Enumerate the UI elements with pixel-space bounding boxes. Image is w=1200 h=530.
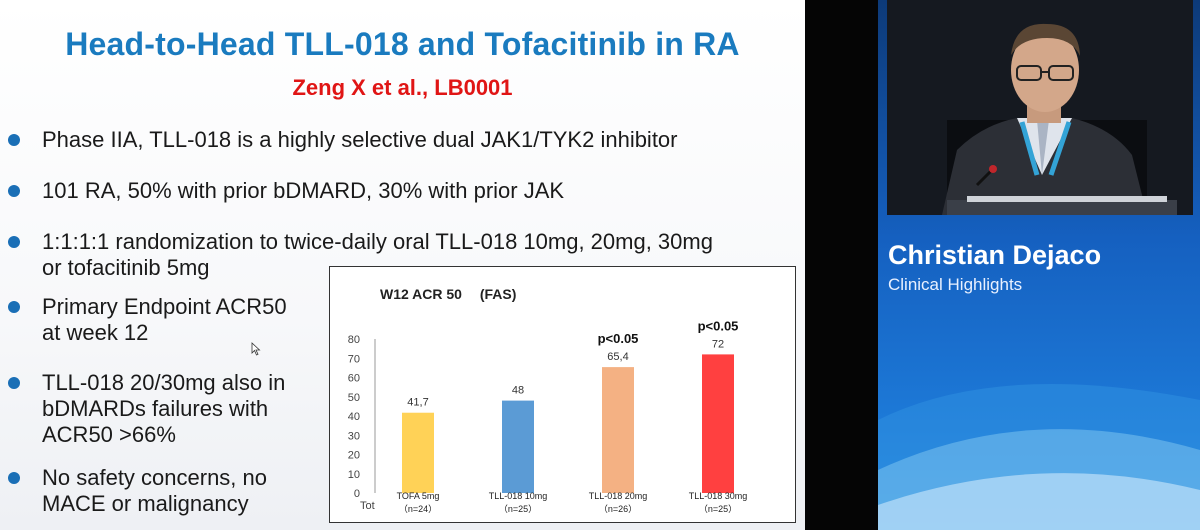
speaker-video [887, 0, 1193, 215]
x-category-label: TLL-018 20mg [589, 491, 648, 501]
y-tick-label: 40 [348, 411, 360, 423]
x-n-label: （n=25） [699, 504, 737, 514]
y-tick-label: 80 [348, 334, 360, 346]
decorative-wave [878, 384, 1200, 530]
x-category-label: TOFA 5mg [397, 491, 440, 501]
x-n-label: （n=24） [399, 504, 437, 514]
bullet-dot-icon [8, 236, 20, 248]
slide-title: Head-to-Head TLL-018 and Tofacitinib in … [65, 26, 740, 62]
bar [602, 367, 634, 493]
y-tick-label: 60 [348, 373, 360, 385]
bullet-text: TLL-018 20/30mg also in bDMARDs failures… [42, 370, 286, 447]
y-tick-label: 50 [348, 392, 360, 404]
p-value-label: p<0.05 [698, 318, 739, 333]
x-n-label: （n=25） [499, 504, 537, 514]
bullet-dot-icon [8, 472, 20, 484]
y-tick-label: 30 [348, 430, 360, 442]
speaker-panel: Christian Dejaco Clinical Highlights [878, 0, 1200, 530]
bullet-text: 101 RA, 50% with prior bDMARD, 30% with … [42, 178, 565, 203]
bar-value-label: 41,7 [407, 397, 428, 409]
y-tick-label: 20 [348, 450, 360, 462]
bar-value-label: 48 [512, 385, 524, 397]
speaker-name: Christian Dejaco [888, 240, 1102, 270]
bullet-text: No safety concerns, no MACE or malignanc… [42, 465, 268, 516]
bar [502, 400, 534, 493]
x-category-label: TLL-018 30mg [689, 491, 748, 501]
speaker-video-image [887, 0, 1193, 215]
slide-subtitle: Zeng X et al., LB0001 [292, 75, 513, 100]
p-value-label: p<0.05 [598, 331, 639, 346]
acr50-bar-chart: W12 ACR 50 (FAS) 0 10 20 30 40 50 60 70 80 Tot 41,… [329, 266, 796, 523]
y-axis-corner-label: Tot [360, 500, 375, 512]
chart-canvas: W12 ACR 50 (FAS) 0 10 20 30 40 50 60 70 80 Tot 41,… [348, 286, 748, 514]
bar-value-label: 72 [712, 338, 724, 350]
speaker-role: Clinical Highlights [888, 275, 1023, 294]
bar [702, 354, 734, 493]
bullet-text: Primary Endpoint ACR50 at week 12 [42, 294, 287, 345]
mouse-cursor-icon [251, 342, 261, 356]
presentation-slide: Head-to-Head TLL-018 and Tofacitinib in … [0, 0, 805, 530]
bullet-dot-icon [8, 301, 20, 313]
bar-value-label: 65,4 [607, 351, 628, 363]
bullet-dot-icon [8, 185, 20, 197]
y-tick-label: 0 [354, 488, 360, 500]
bar [402, 412, 434, 493]
bullet-text: 1:1:1:1 randomization to twice-daily ora… [42, 229, 713, 280]
chart-title: W12 ACR 50 (FAS) [380, 286, 516, 302]
y-tick-label: 70 [348, 353, 360, 365]
x-n-label: （n=26） [599, 504, 637, 514]
bullet-dot-icon [8, 377, 20, 389]
y-tick-label: 10 [348, 469, 360, 481]
bullet-text: Phase IIA, TLL-018 is a highly selective… [42, 127, 678, 152]
bullet-dot-icon [8, 134, 20, 146]
x-category-label: TLL-018 10mg [489, 491, 548, 501]
screen-divider [805, 0, 878, 530]
